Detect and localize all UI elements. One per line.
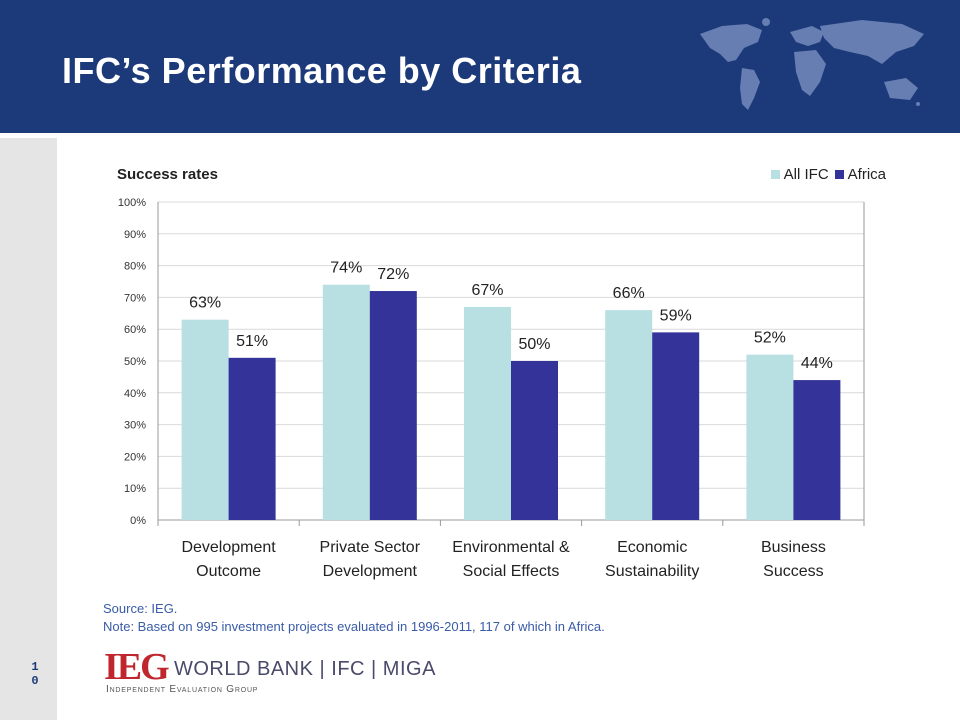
chart-area: Success rates All IFC Africa 0% 10% 20% 30%… bbox=[60, 150, 890, 590]
world-map-icon bbox=[700, 18, 924, 110]
chart-notes: Source: IEG. Note: Based on 995 investme… bbox=[103, 600, 605, 636]
page-number-digit: 1 bbox=[31, 660, 39, 674]
y-tick-label: 50% bbox=[124, 356, 146, 368]
x-category-label: Business bbox=[761, 539, 826, 556]
x-category-label: Social Effects bbox=[463, 563, 560, 580]
ieg-logo-mark: IEG bbox=[104, 646, 170, 688]
data-label: 63% bbox=[189, 295, 221, 312]
data-label: 52% bbox=[754, 330, 786, 347]
ieg-logo-wordmark: WORLD BANK | IFC | MIGA bbox=[174, 658, 436, 680]
page-number-digit: 0 bbox=[31, 674, 39, 688]
bar-all-ifc bbox=[464, 306, 511, 520]
data-label: 74% bbox=[330, 260, 362, 277]
y-tick-label: 90% bbox=[124, 229, 146, 241]
y-tick-label: 10% bbox=[124, 483, 146, 495]
bar-africa bbox=[511, 361, 558, 520]
bar-africa bbox=[652, 332, 700, 520]
x-category-label: Environmental & bbox=[452, 539, 570, 556]
x-category-label: Success bbox=[763, 563, 823, 580]
data-label: 67% bbox=[471, 282, 503, 299]
bar-all-ifc bbox=[746, 354, 794, 520]
legend-label-all-ifc: All IFC bbox=[783, 166, 829, 183]
data-label: 59% bbox=[660, 307, 692, 324]
ieg-logo-subtitle: Independent Evaluation Group bbox=[106, 684, 259, 695]
y-tick-label: 40% bbox=[124, 388, 146, 400]
bar-chart: 0% 10% 20% 30% 40% 50% 60% 70% 80% 90% 100% 63% 51% D… bbox=[118, 197, 865, 580]
legend-item-all-ifc: All IFC bbox=[770, 166, 829, 183]
data-label: 51% bbox=[236, 333, 268, 350]
y-tick-label: 80% bbox=[124, 261, 146, 273]
y-tick-label: 0% bbox=[130, 515, 146, 527]
bar-all-ifc bbox=[605, 310, 653, 520]
bar-africa bbox=[228, 357, 276, 520]
bar-all-ifc bbox=[322, 284, 370, 520]
page-title: IFC’s Performance by Criteria bbox=[62, 50, 582, 91]
bar-africa bbox=[793, 380, 841, 520]
legend-swatch-africa bbox=[834, 170, 844, 179]
source-note: Source: IEG. bbox=[103, 601, 178, 616]
chart-legend: All IFC Africa bbox=[770, 166, 886, 183]
y-tick-label: 60% bbox=[124, 324, 146, 336]
legend-item-africa: Africa bbox=[834, 166, 886, 183]
x-category-label: Outcome bbox=[196, 563, 261, 580]
legend-swatch-all-ifc bbox=[770, 170, 780, 179]
legend-label-africa: Africa bbox=[847, 166, 886, 183]
y-tick-label: 30% bbox=[124, 420, 146, 432]
ieg-logo: IEG WORLD BANK | IFC | MIGA Independent … bbox=[104, 646, 444, 696]
y-tick-label: 20% bbox=[124, 451, 146, 463]
y-tick-label: 100% bbox=[118, 197, 146, 209]
methodology-note: Note: Based on 995 investment projects e… bbox=[103, 619, 605, 634]
bar-all-ifc bbox=[181, 319, 229, 520]
chart-title: Success rates bbox=[117, 166, 218, 183]
data-label: 72% bbox=[377, 266, 409, 283]
x-category-label: Private Sector bbox=[320, 539, 421, 556]
x-category-label: Development bbox=[181, 539, 276, 556]
y-tick-label: 70% bbox=[124, 292, 146, 304]
data-label: 66% bbox=[613, 285, 645, 302]
x-category-label: Sustainability bbox=[605, 563, 699, 580]
bar-africa bbox=[369, 291, 417, 520]
x-category-label: Economic bbox=[617, 539, 687, 556]
data-label: 44% bbox=[801, 355, 833, 372]
x-category-label: Development bbox=[323, 563, 418, 580]
header-banner: IFC’s Performance by Criteria bbox=[0, 0, 960, 133]
data-label: 50% bbox=[518, 336, 550, 353]
left-sidebar-strip bbox=[0, 138, 57, 720]
